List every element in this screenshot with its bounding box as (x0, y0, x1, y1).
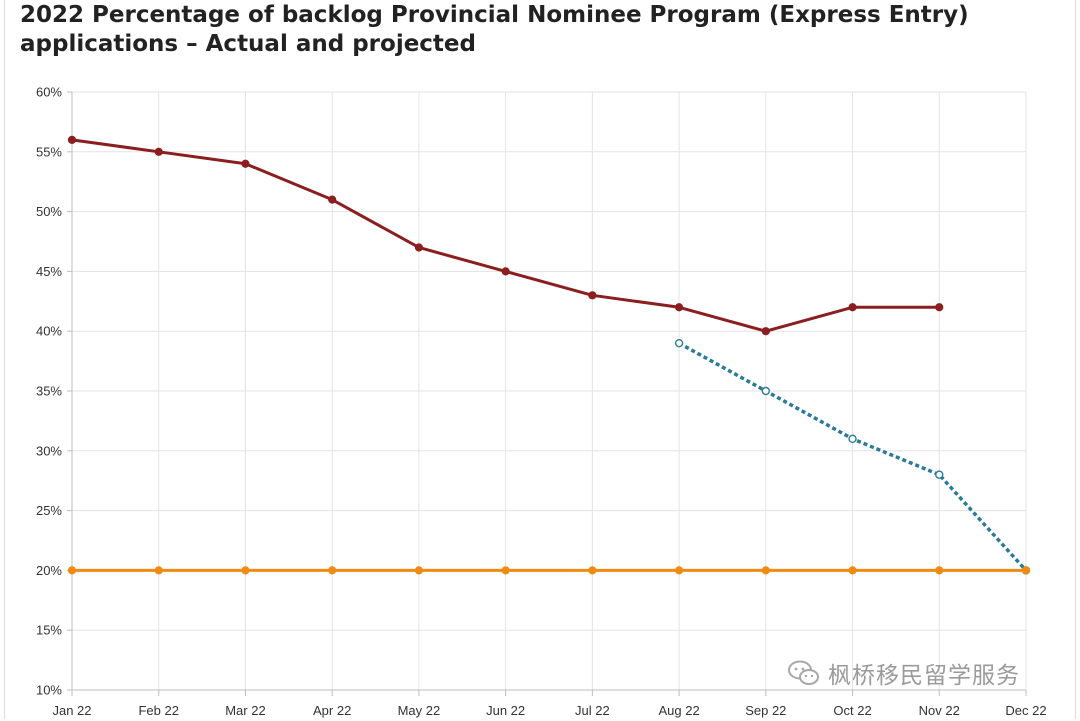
x-tick-label: Jul 22 (575, 703, 610, 718)
data-point-actual[interactable] (674, 303, 684, 312)
y-tick-label: 25% (36, 503, 62, 518)
chart-title: 2022 Percentage of backlog Provincial No… (20, 2, 969, 57)
grid-lines (71, 91, 1027, 691)
x-tick-label: Feb 22 (138, 703, 178, 718)
y-tick-label: 50% (36, 204, 62, 219)
series-layer (67, 135, 1031, 575)
data-point-actual[interactable] (241, 159, 250, 168)
y-tick-label: 35% (36, 384, 62, 399)
data-point-target[interactable] (761, 566, 770, 575)
y-tick-label: 55% (36, 144, 62, 159)
y-tick-label: 10% (36, 683, 62, 698)
y-tick-label: 60% (36, 85, 62, 100)
data-point-projected[interactable] (848, 434, 857, 444)
data-point-actual[interactable] (501, 267, 510, 276)
x-tick-label: Sep 22 (745, 703, 786, 718)
data-point-projected[interactable] (935, 470, 944, 479)
data-point-target[interactable] (501, 566, 510, 575)
data-point-actual[interactable] (154, 147, 163, 156)
watermark-text: 枫桥移民留学服务 (828, 663, 1020, 689)
x-tick-label: Aug 22 (658, 703, 699, 718)
data-point-projected[interactable] (674, 338, 684, 348)
x-tick-label: Mar 22 (225, 703, 265, 718)
data-point-actual[interactable] (761, 327, 770, 336)
x-tick-label: Apr 22 (313, 703, 351, 718)
y-tick-label: 30% (36, 443, 62, 458)
x-tick-label: May 22 (398, 703, 441, 718)
x-tick-label: Jan 22 (52, 703, 91, 718)
y-tick-label: 45% (36, 264, 62, 279)
x-tick-label: Oct 22 (833, 703, 871, 718)
chart-frame (4, 0, 1076, 719)
data-point-target[interactable] (328, 566, 337, 575)
series-actual (67, 135, 944, 336)
data-point-actual[interactable] (588, 291, 597, 300)
data-point-target[interactable] (1021, 566, 1031, 575)
data-point-target[interactable] (674, 566, 684, 575)
data-point-target[interactable] (935, 566, 944, 575)
data-point-actual[interactable] (848, 303, 857, 312)
x-axis-ticks: Jan 22 Feb 22 Mar 22 Apr 22 May 22 Jun 22 Jul … (52, 690, 1047, 718)
x-tick-label: Jun 22 (486, 703, 525, 718)
data-point-target[interactable] (588, 566, 597, 575)
y-tick-label: 20% (36, 563, 62, 578)
y-tick-label: 40% (36, 324, 62, 339)
y-tick-label: 15% (36, 623, 62, 638)
data-point-target[interactable] (241, 566, 250, 575)
data-point-target[interactable] (848, 566, 857, 575)
watermark: 枫桥移民留学服务 (788, 656, 1020, 690)
data-point-actual[interactable] (328, 195, 337, 204)
wechat-icon (788, 660, 819, 685)
series-target (67, 566, 1031, 575)
data-point-projected[interactable] (761, 386, 771, 396)
data-point-target[interactable] (154, 566, 163, 575)
x-tick-label: Nov 22 (919, 703, 960, 718)
x-tick-label: Dec 22 (1005, 703, 1046, 718)
data-point-actual[interactable] (67, 135, 77, 144)
data-point-target[interactable] (414, 566, 424, 575)
data-point-target[interactable] (67, 566, 77, 575)
data-point-actual[interactable] (414, 243, 424, 252)
data-point-actual[interactable] (935, 303, 944, 312)
y-axis-ticks: 60% 55% 50% 45% 40% 35% 30% 25% 20% 15% 10% (36, 85, 72, 698)
